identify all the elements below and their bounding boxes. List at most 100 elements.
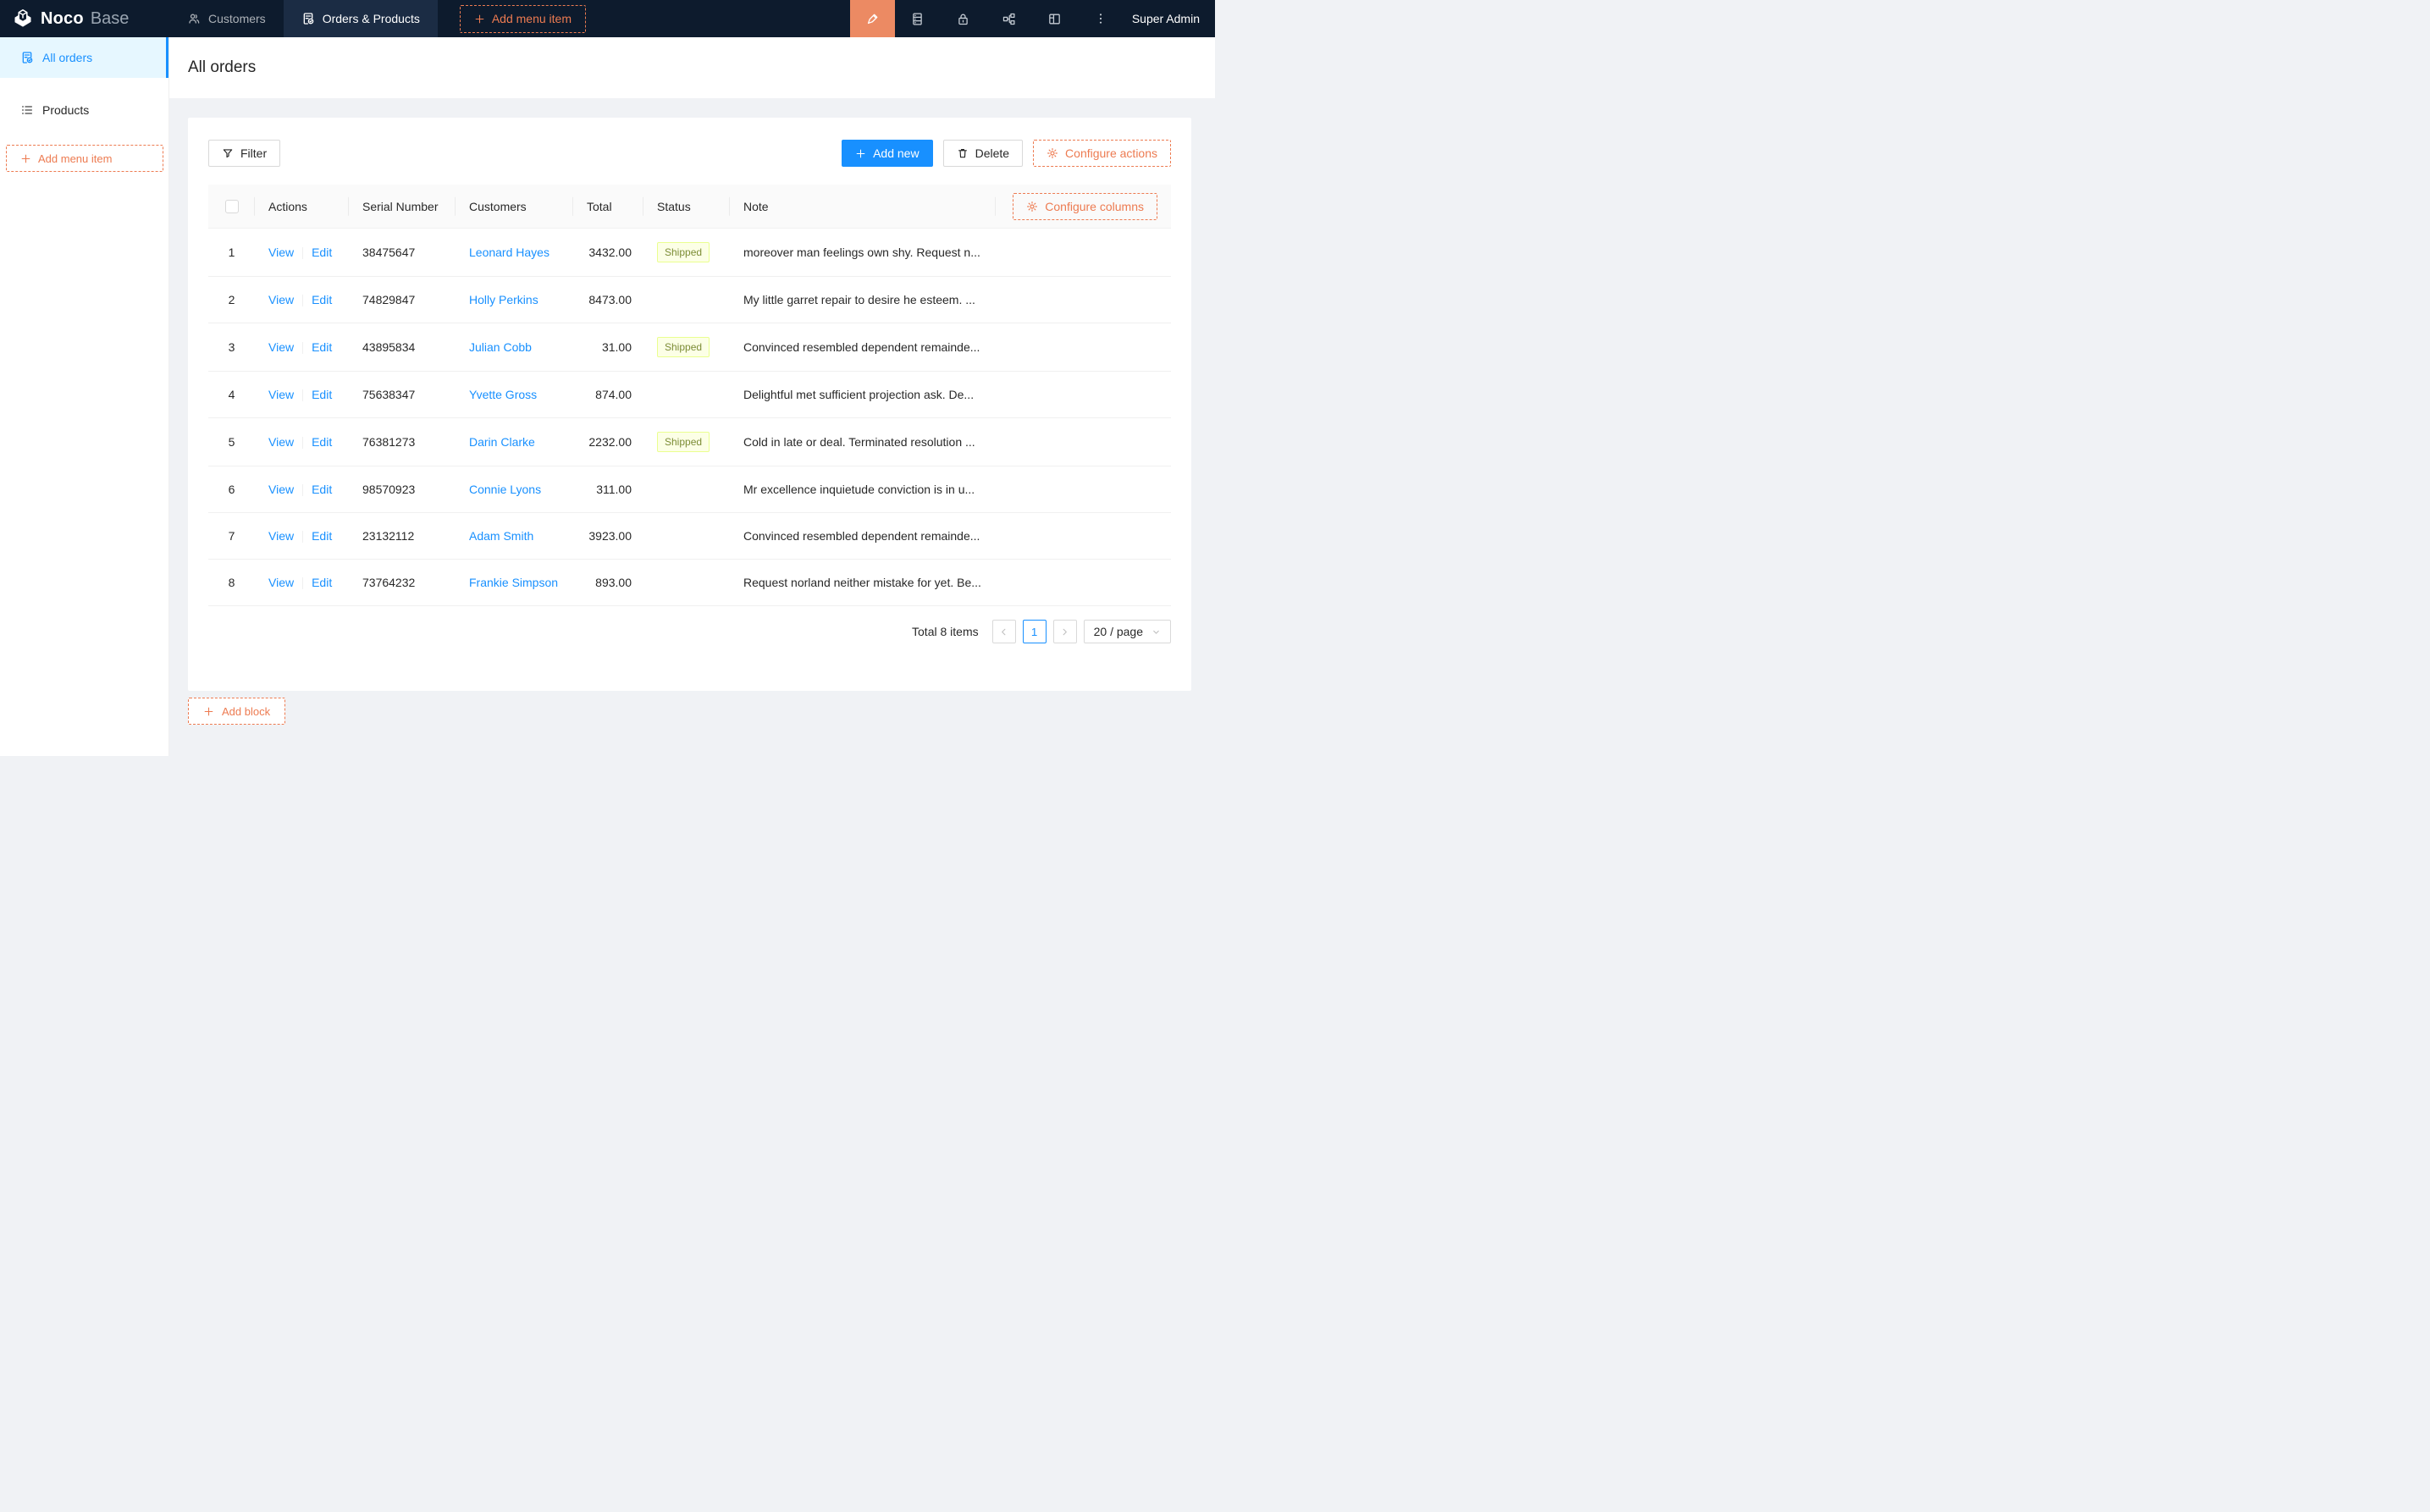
delete-label: Delete: [975, 146, 1010, 160]
filter-button[interactable]: Filter: [208, 140, 281, 167]
edit-link[interactable]: Edit: [312, 576, 333, 590]
row-index: 3: [228, 340, 235, 355]
add-block-label: Add block: [222, 704, 271, 718]
delete-button[interactable]: Delete: [942, 140, 1024, 167]
view-link[interactable]: View: [268, 435, 295, 450]
actions-cell: View Edit: [255, 559, 349, 607]
layout-button[interactable]: [1032, 0, 1078, 37]
customer-link[interactable]: Leonard Hayes: [469, 246, 550, 260]
edit-link[interactable]: Edit: [312, 529, 333, 544]
pagination-next-button[interactable]: [1052, 620, 1077, 644]
add-new-button[interactable]: Add new: [842, 140, 933, 167]
edit-link[interactable]: Edit: [312, 246, 333, 260]
note-cell: Delightful met sufficient projection ask…: [730, 371, 996, 419]
table-row[interactable]: 7 View Edit 23132112 Adam Smith 3923.00 C…: [208, 512, 1171, 560]
empty-cell: [996, 466, 1171, 514]
customer-link[interactable]: Adam Smith: [469, 529, 534, 544]
edit-link[interactable]: Edit: [312, 483, 333, 497]
link-divider: [302, 389, 304, 402]
nocobase-logo[interactable]: Noco Base: [0, 0, 169, 37]
customer-link[interactable]: Julian Cobb: [469, 340, 532, 355]
pagination-prev-button[interactable]: [991, 620, 1016, 644]
actions-cell: View Edit: [255, 276, 349, 324]
edit-link[interactable]: Edit: [312, 388, 333, 402]
user-menu[interactable]: Super Admin: [1131, 12, 1200, 25]
select-all-checkbox[interactable]: [224, 200, 239, 214]
row-index: 2: [228, 293, 235, 307]
table-row[interactable]: 4 View Edit 75638347 Yvette Gross 874.00 …: [208, 371, 1171, 419]
view-link[interactable]: View: [268, 340, 295, 355]
link-divider: [302, 342, 304, 355]
note-cell: Cold in late or deal. Terminated resolut…: [730, 417, 996, 467]
customer-cell: Yvette Gross: [456, 371, 573, 419]
customer-cell: Julian Cobb: [456, 323, 573, 372]
sidebar-item-products[interactable]: Products: [0, 90, 168, 130]
column-header-total: Total: [573, 185, 643, 229]
customer-cell: Adam Smith: [456, 512, 573, 560]
configure-columns-button[interactable]: Configure columns: [1013, 192, 1157, 220]
sidebar-item-all-orders[interactable]: All orders: [0, 37, 168, 78]
pagination-page-1[interactable]: 1: [1022, 620, 1047, 644]
sidebar-add-menu-item-button[interactable]: Add menu item: [6, 145, 163, 172]
column-header-customers: Customers: [456, 185, 573, 229]
customer-link[interactable]: Yvette Gross: [469, 388, 538, 402]
orders-table: Actions Serial Number Customers Total St…: [208, 185, 1171, 607]
status-cell: [643, 512, 730, 560]
more-button[interactable]: [1078, 0, 1124, 37]
table-row[interactable]: 1 View Edit 38475647 Leonard Hayes 3432.0…: [208, 228, 1171, 278]
table-toolbar: Filter Add new Delete: [208, 140, 1171, 167]
view-link[interactable]: View: [268, 246, 295, 260]
workflow-button[interactable]: [986, 0, 1032, 37]
tab-customers[interactable]: Customers: [169, 0, 284, 37]
note-cell: Mr excellence inquietude conviction is i…: [730, 466, 996, 514]
status-cell: [643, 276, 730, 324]
sidebar-item-label: All orders: [42, 51, 93, 64]
plus-icon: [856, 149, 865, 157]
status-cell: Shipped: [643, 323, 730, 372]
status-cell: [643, 559, 730, 607]
view-link[interactable]: View: [268, 576, 295, 590]
empty-cell: [996, 276, 1171, 324]
add-block-button[interactable]: Add block: [188, 698, 286, 726]
view-link[interactable]: View: [268, 388, 295, 402]
status-badge: Shipped: [657, 432, 710, 453]
configure-actions-button[interactable]: Configure actions: [1033, 140, 1171, 167]
view-link[interactable]: View: [268, 483, 295, 497]
actions-cell: View Edit: [255, 371, 349, 419]
list-icon: [22, 106, 32, 114]
note-cell: moreover man feelings own shy. Request n…: [730, 228, 996, 278]
empty-cell: [996, 417, 1171, 467]
link-divider: [302, 531, 304, 544]
plus-icon: [21, 154, 30, 163]
customer-link[interactable]: Darin Clarke: [469, 435, 535, 450]
collections-button[interactable]: [895, 0, 941, 37]
people-icon: [189, 14, 200, 24]
customer-cell: Leonard Hayes: [456, 228, 573, 278]
edit-link[interactable]: Edit: [312, 293, 333, 307]
edit-link[interactable]: Edit: [312, 340, 333, 355]
status-badge: Shipped: [657, 242, 710, 263]
total-cell: 8473.00: [573, 276, 643, 324]
navbar-add-menu-item-button[interactable]: Add menu item: [459, 4, 587, 33]
link-divider: [302, 437, 304, 450]
table-row[interactable]: 6 View Edit 98570923 Connie Lyons 311.00 …: [208, 466, 1171, 514]
configure-columns-label: Configure columns: [1045, 199, 1144, 213]
customer-link[interactable]: Connie Lyons: [469, 483, 542, 497]
customer-link[interactable]: Holly Perkins: [469, 293, 538, 307]
view-link[interactable]: View: [268, 529, 295, 544]
view-link[interactable]: View: [268, 293, 295, 307]
tab-orders-products[interactable]: Orders & Products: [283, 0, 438, 37]
gear-icon: [1027, 201, 1038, 212]
table-row[interactable]: 3 View Edit 43895834 Julian Cobb 31.00 Sh…: [208, 323, 1171, 372]
table-row[interactable]: 8 View Edit 73764232 Frankie Simpson 893.…: [208, 559, 1171, 607]
page-size-value: 20 / page: [1093, 625, 1143, 639]
nocobase-logo-icon: [14, 9, 31, 27]
serial-number-cell: 76381273: [349, 417, 456, 467]
permissions-button[interactable]: [941, 0, 986, 37]
table-row[interactable]: 5 View Edit 76381273 Darin Clarke 2232.00…: [208, 417, 1171, 467]
ui-editor-button[interactable]: [849, 0, 895, 37]
page-size-select[interactable]: 20 / page: [1083, 620, 1171, 644]
table-row[interactable]: 2 View Edit 74829847 Holly Perkins 8473.0…: [208, 276, 1171, 324]
customer-link[interactable]: Frankie Simpson: [469, 576, 559, 590]
edit-link[interactable]: Edit: [312, 435, 333, 450]
